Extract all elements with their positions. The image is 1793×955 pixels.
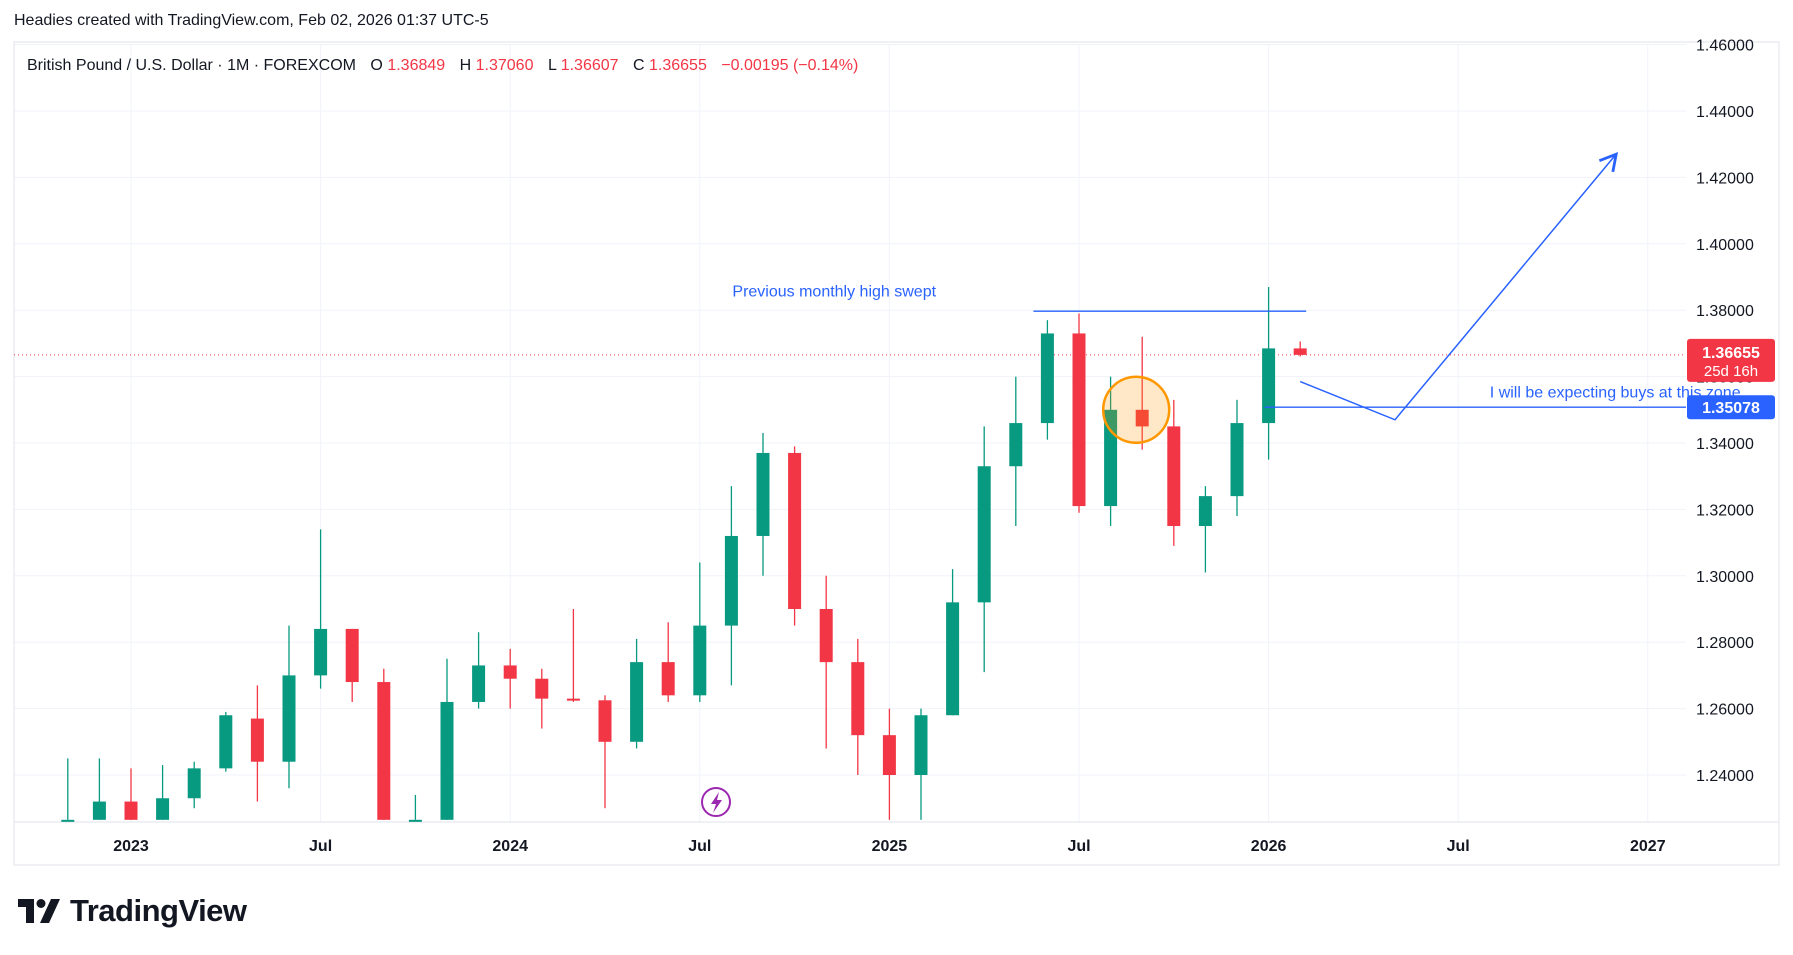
candle-body — [1198, 496, 1212, 526]
candle-body — [156, 798, 170, 820]
legend-low-value: 1.36607 — [561, 57, 619, 74]
candle-body — [630, 662, 644, 742]
candle-body — [61, 819, 75, 822]
candle-body — [788, 452, 802, 609]
annotation-buy-zone[interactable]: I will be expecting buys at this zone. — [1490, 385, 1745, 402]
projection-arrow[interactable] — [1299, 151, 1619, 421]
legend: British Pound / U.S. Dollar · 1M · FOREX… — [27, 57, 858, 74]
candle-body — [977, 466, 991, 603]
horizontal-line-value: 1.35078 — [1702, 400, 1760, 417]
legend-high-value: 1.37060 — [476, 57, 534, 74]
countdown-value: 25d 16h — [1704, 363, 1758, 380]
legend-symbol: British Pound / U.S. Dollar · 1M · FOREX… — [27, 57, 356, 74]
candle-body — [124, 801, 138, 820]
price-tick-label: 1.40000 — [1696, 237, 1754, 254]
candle-body — [1135, 409, 1149, 427]
time-axis[interactable]: Jul2023Jul2024Jul2025Jul2026Jul2027Jul20… — [0, 838, 1793, 855]
candle-body — [250, 718, 264, 762]
price-tick-label: 1.26000 — [1696, 702, 1754, 719]
candle-body — [1293, 348, 1307, 355]
time-tick-label: Jul — [1067, 838, 1090, 855]
candle-body — [598, 700, 612, 742]
price-tick-label: 1.44000 — [1696, 104, 1754, 121]
candle-body — [693, 625, 707, 696]
legend-open-label: O — [370, 57, 382, 74]
candle-body — [1167, 426, 1181, 526]
candle-body — [187, 768, 201, 799]
last-price-value: 1.36655 — [1702, 345, 1760, 362]
candlestick-series — [61, 286, 1307, 822]
price-tick-label: 1.30000 — [1696, 569, 1754, 586]
candle-body — [1262, 348, 1276, 424]
candle-body — [566, 698, 580, 701]
horizontal-line-badge — [1687, 395, 1775, 420]
legend-close-label: C — [633, 57, 645, 74]
candle-body — [1230, 423, 1244, 497]
candle-body — [472, 665, 486, 702]
candle-body — [724, 535, 738, 626]
chart-header: Headies created with TradingView.com, Fe… — [14, 12, 489, 29]
drawings: Previous monthly high swept I will be exp… — [732, 151, 1745, 445]
annotation-swept-high[interactable]: Previous monthly high swept — [732, 283, 936, 300]
time-tick-label: Jul — [309, 838, 332, 855]
candle-body — [219, 715, 233, 769]
candle-body — [503, 665, 517, 679]
svg-text:British Pound / U.S. Dollar ·: British Pound / U.S. Dollar · 1M · FOREX… — [27, 57, 858, 74]
candle-body — [914, 715, 928, 775]
price-tick-label: 1.34000 — [1696, 436, 1754, 453]
price-tick-label: 1.46000 — [1696, 38, 1754, 55]
time-tick-label: 2024 — [492, 838, 528, 855]
lightning-icon[interactable] — [701, 787, 731, 817]
candle-body — [535, 678, 549, 699]
candle-body — [882, 735, 896, 775]
time-tick-label: 2027 — [1630, 838, 1666, 855]
candle-body — [408, 819, 422, 822]
time-tick-label: Jul — [1447, 838, 1470, 855]
candle-body — [661, 662, 675, 696]
chart-frame — [13, 41, 1780, 866]
time-tick-label: 2023 — [113, 838, 149, 855]
time-tick-label: 2025 — [872, 838, 908, 855]
candle-body — [345, 628, 359, 683]
candle-body — [819, 609, 833, 663]
legend-close-value: 1.36655 — [649, 57, 707, 74]
legend-change: −0.00195 (−0.14%) — [721, 57, 858, 74]
candle-body — [440, 701, 454, 820]
tradingview-logo-icon — [18, 899, 60, 923]
candle-body — [314, 628, 328, 676]
candle-body — [1040, 333, 1054, 424]
candle-body — [282, 675, 296, 762]
candle-body — [377, 682, 391, 820]
highlight-circle[interactable] — [1101, 375, 1171, 445]
price-tick-label: 1.32000 — [1696, 502, 1754, 519]
tradingview-wordmark: TradingView — [70, 893, 247, 928]
price-tick-label: 1.24000 — [1696, 768, 1754, 785]
price-tick-label: 1.28000 — [1696, 635, 1754, 652]
price-tick-label: 1.42000 — [1696, 170, 1754, 187]
legend-open-value: 1.36849 — [387, 57, 445, 74]
price-axis[interactable]: 1.24000 1.26000 1.28000 1.30000 1.32000 1.340… — [1687, 38, 1775, 785]
time-tick-label: Jul — [688, 838, 711, 855]
candle-body — [1009, 423, 1023, 467]
legend-low-label: L — [548, 57, 557, 74]
legend-high-label: H — [460, 57, 472, 74]
grid — [14, 44, 1686, 822]
tradingview-logo: TradingView — [18, 893, 247, 929]
candle-body — [92, 801, 106, 820]
candle-body — [946, 602, 960, 716]
candle-body — [1072, 333, 1086, 507]
candle-body — [756, 452, 770, 536]
price-tick-label: 1.38000 — [1696, 303, 1754, 320]
last-price-badge — [1687, 338, 1775, 382]
time-tick-label: 2026 — [1251, 838, 1287, 855]
candle-body — [851, 662, 865, 736]
